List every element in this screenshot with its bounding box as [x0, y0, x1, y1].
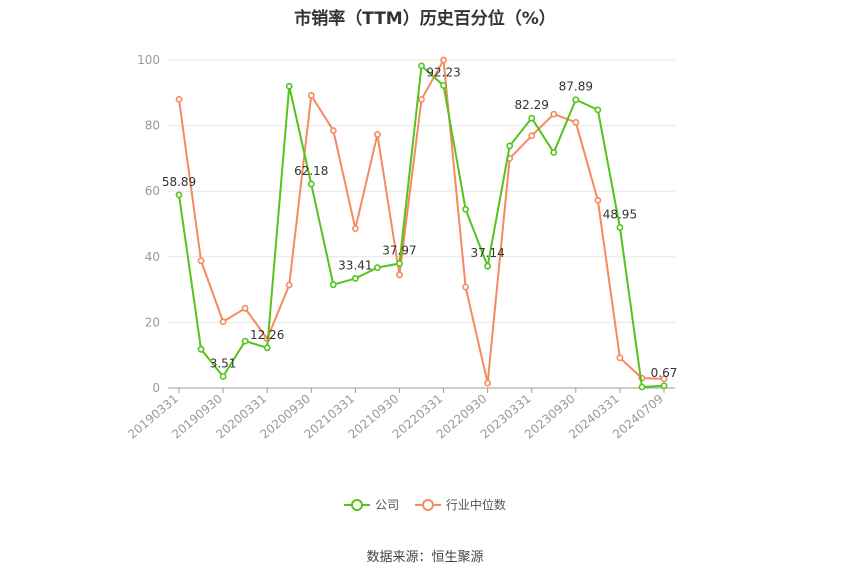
- industry-data-point: [285, 281, 293, 289]
- series-lines: [175, 56, 668, 391]
- industry-data-point: [197, 257, 205, 265]
- data-label: 92.23: [426, 65, 460, 79]
- industry-data-point: [418, 95, 425, 103]
- industry-data-point: [396, 271, 403, 279]
- company-data-point: [572, 96, 580, 104]
- company-data-point: [175, 191, 183, 199]
- grid-lines: [168, 59, 675, 323]
- company-data-point: [418, 62, 425, 70]
- legend-company-label: 公司: [375, 498, 400, 512]
- data-label: 58.89: [162, 175, 196, 189]
- y-tick-label: 60: [145, 184, 160, 198]
- chart-title: 市销率（TTM）历史百分位（%）: [294, 9, 556, 29]
- company-data-point: [197, 345, 205, 353]
- data-label: 87.89: [559, 80, 593, 94]
- company-data-point: [307, 180, 315, 188]
- company-data-point: [550, 149, 558, 156]
- company-data-point: [374, 264, 381, 272]
- industry-data-point: [351, 225, 359, 232]
- company-data-point: [462, 205, 469, 213]
- y-tick-label: 100: [137, 53, 160, 67]
- company-data-point: [219, 373, 227, 380]
- industry-data-point: [660, 375, 668, 383]
- company-data-point: [440, 82, 447, 89]
- industry-data-point: [594, 196, 602, 204]
- legend-industry-label: 行业中位数: [445, 498, 506, 512]
- legend: 公司 行业中位数: [0, 496, 850, 515]
- company-data-point: [285, 82, 293, 90]
- y-tick-label: 40: [145, 250, 160, 264]
- industry-data-point: [550, 110, 558, 118]
- legend-item-industry-median[interactable]: 行业中位数: [414, 496, 506, 513]
- y-tick-label: 20: [145, 315, 160, 329]
- industry-data-point: [440, 56, 447, 64]
- industry-data-point: [616, 354, 624, 362]
- company-data-point: [638, 383, 646, 391]
- data-label: 82.29: [515, 98, 549, 112]
- company-data-point: [263, 344, 271, 352]
- data-labels: 58.89 3.51 12.26 62.18 33.41 37.97 92.23 37.14 8…: [162, 65, 678, 379]
- data-label: 37.14: [470, 246, 504, 260]
- industry-data-point: [572, 118, 580, 126]
- industry-data-point: [175, 95, 183, 103]
- company-data-point: [616, 224, 624, 231]
- company-data-point: [484, 262, 492, 270]
- company-data-point: [351, 275, 359, 282]
- data-label: 33.41: [338, 258, 372, 272]
- company-data-point: [594, 106, 602, 114]
- company-data-point: [506, 142, 514, 150]
- legend-company-marker: [344, 498, 371, 512]
- data-label: 12.26: [250, 328, 284, 342]
- data-label: 62.18: [294, 164, 328, 178]
- data-source: 数据来源：恒生聚源: [366, 550, 484, 565]
- data-label: 0.67: [651, 366, 678, 380]
- company-data-point: [241, 337, 249, 345]
- industry-data-point: [307, 92, 315, 99]
- legend-item-company[interactable]: 公司: [344, 496, 399, 513]
- industry-data-point: [528, 132, 536, 140]
- company-data-point: [528, 114, 536, 122]
- company-data-point: [329, 281, 337, 289]
- data-label: 48.95: [603, 207, 637, 221]
- industry-data-point: [484, 379, 492, 387]
- company-data-point: [396, 260, 403, 267]
- company-data-point: [660, 382, 668, 390]
- data-label: 3.51: [210, 356, 237, 370]
- industry-data-point: [462, 283, 469, 291]
- legend-industry-marker: [414, 498, 441, 512]
- industry-data-point: [241, 304, 249, 312]
- y-tick-label: 0: [152, 381, 160, 395]
- industry-data-point: [219, 318, 227, 326]
- industry-data-point: [329, 127, 337, 134]
- industry-data-point: [374, 131, 381, 138]
- y-tick-label: 80: [145, 119, 160, 133]
- data-label: 37.97: [382, 243, 416, 257]
